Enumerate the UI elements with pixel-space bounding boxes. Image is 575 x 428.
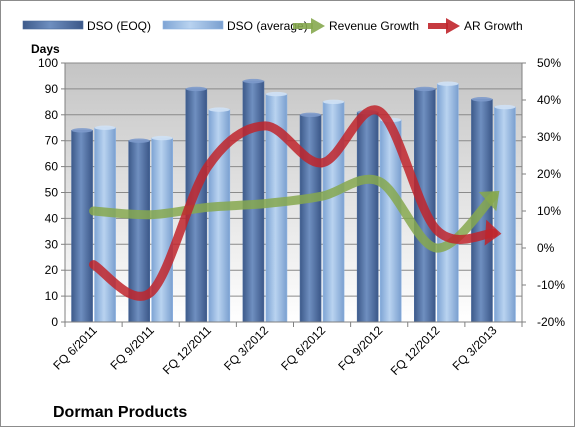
legend-label-dso-eoq: DSO (EOQ) — [87, 19, 151, 33]
y-tick-label: 40 — [45, 211, 59, 225]
bar-top-cap — [208, 107, 230, 112]
x-tick-label: FQ 3/2013 — [450, 323, 500, 373]
legend-label-ar-growth: AR Growth — [464, 19, 523, 33]
bar-dso-average — [322, 101, 345, 323]
bar-top-cap — [323, 99, 345, 105]
bar-top-cap — [128, 138, 150, 143]
y2-tick-label: 40% — [537, 93, 561, 107]
y-tick-label: 50 — [45, 186, 59, 200]
y-tick-label: 100 — [38, 56, 58, 70]
x-tick-label: FQ 12/2011 — [160, 323, 214, 377]
legend-label-dso-average: DSO (average) — [227, 19, 308, 33]
bar-top-cap — [71, 128, 93, 133]
bar-dso-average — [494, 106, 516, 323]
y2-tick-label: 0% — [537, 241, 555, 255]
growth-lines — [89, 105, 502, 301]
bar-top-cap — [242, 78, 264, 84]
revenue-growth-arrowhead — [478, 190, 500, 212]
x-axis-ticks: FQ 6/2011 FQ 9/2011 FQ 12/2011 FQ 3/2012 FQ … — [50, 322, 523, 378]
y-tick-label: 70 — [45, 134, 59, 148]
bar-top-cap — [94, 125, 116, 130]
legend-swatch-dso-eoq — [22, 20, 84, 30]
bar-top-cap — [471, 97, 493, 102]
bar-top-cap — [494, 104, 516, 110]
bar-top-cap — [151, 135, 173, 141]
ar-growth-line — [89, 105, 498, 301]
legend-swatch-dso-average — [162, 20, 224, 30]
y2-axis-ticks: -20% -10% 0% 10% 20% 30% 40% 50% — [522, 56, 565, 329]
y-tick-label: 60 — [45, 160, 59, 174]
x-tick-label: FQ 3/2012 — [221, 323, 271, 373]
bar-top-cap — [185, 86, 207, 92]
y-tick-label: 80 — [45, 108, 59, 122]
y2-tick-label: -20% — [537, 315, 565, 329]
y-axis-ticks: 0 10 20 30 40 50 60 70 80 90 100 — [38, 56, 65, 329]
y-tick-label: 30 — [45, 237, 59, 251]
chart-title: Dorman Products — [53, 404, 187, 421]
bar-dso-average — [437, 83, 459, 323]
bar-top-cap — [265, 91, 287, 97]
x-tick-label: FQ 12/2012 — [388, 323, 443, 378]
y-tick-label: 0 — [51, 315, 58, 329]
y-axis-label: Days — [31, 42, 60, 56]
revenue-growth-line — [89, 174, 498, 253]
bar-dso-eoq — [356, 111, 379, 323]
y2-tick-label: 10% — [537, 204, 561, 218]
x-tick-label: FQ 9/2012 — [335, 323, 385, 373]
legend: DSO (EOQ) DSO (average) Revenue Growth AR G… — [22, 18, 523, 34]
bar-dso-eoq — [299, 114, 322, 323]
y2-tick-label: 50% — [537, 56, 561, 70]
y2-tick-label: 30% — [537, 130, 561, 144]
y2-tick-label: 20% — [537, 167, 561, 181]
legend-arrow-ar-growth — [446, 18, 460, 34]
x-tick-label: FQ 6/2012 — [278, 323, 328, 373]
bar-dso-average — [94, 127, 116, 323]
bar-dso-eoq — [71, 130, 93, 323]
bar-top-cap — [300, 112, 322, 118]
x-tick-label: FQ 9/2011 — [107, 323, 157, 373]
y-tick-label: 20 — [45, 263, 59, 277]
y-tick-label: 10 — [45, 289, 59, 303]
y2-tick-label: -10% — [537, 278, 565, 292]
y-tick-label: 90 — [45, 82, 59, 96]
bar-top-cap — [437, 81, 459, 86]
legend-arrow-revenue-growth — [311, 18, 325, 34]
legend-label-revenue-growth: Revenue Growth — [329, 19, 419, 33]
x-tick-label: FQ 6/2011 — [50, 323, 100, 373]
ar-growth-arrowhead — [484, 219, 502, 246]
bar-top-cap — [414, 86, 436, 92]
